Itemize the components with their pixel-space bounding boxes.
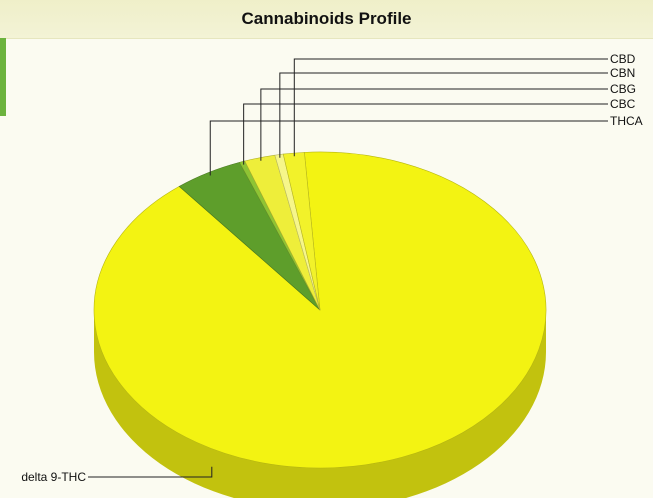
callout-line-cbd (293, 58, 608, 157)
slice-label-cbd: CBD (610, 52, 636, 66)
callout-line-cbc (243, 103, 608, 165)
pie-depth (94, 310, 546, 498)
pie-slices (93, 151, 547, 469)
slice-side-delta-9-thc (94, 310, 546, 498)
callout-line-delta-9-thc (88, 466, 213, 478)
callout-line-cbn (279, 72, 608, 158)
slice-label-thca: THCA (610, 114, 643, 128)
slice-label-cbg: CBG (610, 82, 636, 96)
left-accent-tab (0, 38, 6, 116)
slice-label-cbn: CBN (610, 66, 635, 80)
slice-label-delta-9-thc: delta 9-THC (21, 470, 86, 484)
chart-title: Cannabinoids Profile (241, 9, 412, 28)
callout-line-cbg (260, 88, 608, 161)
callout-line-thca (209, 120, 608, 176)
slice-label-cbc: CBC (610, 97, 636, 111)
slice-cbd (282, 152, 321, 311)
title-band (0, 0, 653, 39)
